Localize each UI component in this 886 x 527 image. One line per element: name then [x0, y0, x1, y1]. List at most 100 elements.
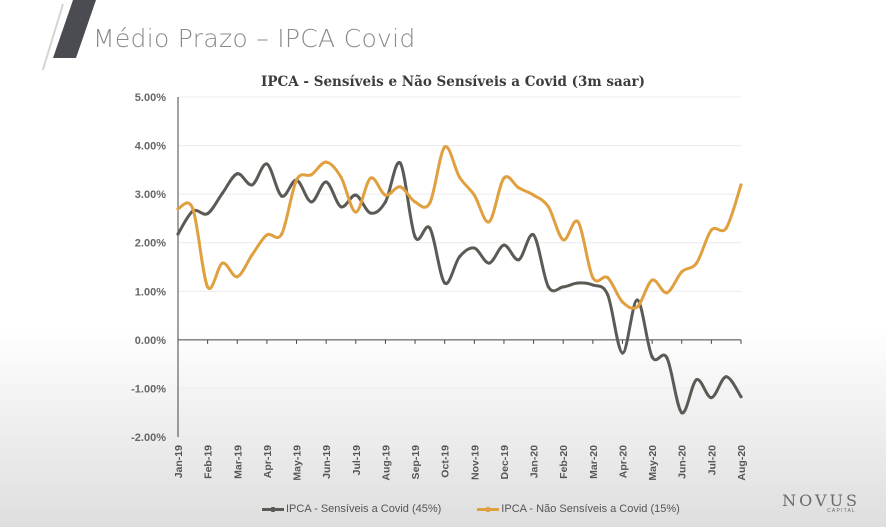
data-point-sensiveis [576, 281, 580, 285]
x-tick-label: Apr-20 [617, 445, 629, 478]
legend-item-sensiveis: IPCA - Sensíveis a Covid (45%) [262, 503, 441, 515]
data-point-nao-sensiveis [531, 193, 536, 197]
x-tick-label: Jun-20 [677, 445, 689, 479]
x-tick-label: Mar-19 [232, 445, 244, 479]
data-point-nao-sensiveis [739, 183, 743, 187]
x-tick-label: Aug-20 [736, 445, 748, 481]
series-line-sensiveis [176, 161, 743, 415]
data-point-sensiveis [265, 162, 269, 166]
data-point-sensiveis [206, 211, 210, 216]
data-point-sensiveis [369, 211, 373, 215]
slide-title: Médio Prazo – IPCA Covid [93, 24, 416, 53]
series-line-nao-sensiveis [176, 145, 743, 310]
data-point-nao-sensiveis [443, 145, 447, 149]
chart-title: IPCA - Sensíveis e Não Sensíveis a Covid… [261, 74, 645, 90]
x-tick-label: Jul-19 [351, 445, 363, 476]
y-tick-label: 0.00% [135, 335, 166, 347]
data-point-nao-sensiveis [680, 270, 684, 274]
x-tick-label: Sep-19 [410, 445, 422, 480]
data-point-nao-sensiveis [546, 205, 550, 209]
data-point-nao-sensiveis [487, 220, 491, 224]
data-point-nao-sensiveis [250, 253, 254, 257]
y-tick-label: -2.00% [131, 432, 166, 444]
x-tick-label: Apr-19 [262, 445, 274, 478]
data-point-sensiveis [457, 255, 462, 259]
legend-label-sensiveis: IPCA - Sensíveis a Covid (45%) [286, 503, 442, 515]
data-point-nao-sensiveis [635, 305, 639, 309]
y-tick-label: 4.00% [135, 141, 166, 153]
data-point-sensiveis [443, 281, 447, 285]
data-point-nao-sensiveis [265, 233, 269, 237]
data-point-nao-sensiveis [413, 200, 417, 204]
data-point-sensiveis [724, 375, 728, 379]
logo-sub-text: CAPITAL [827, 508, 856, 514]
x-tick-label: Dec-19 [499, 445, 511, 480]
data-point-nao-sensiveis [220, 261, 225, 265]
data-point-sensiveis [176, 232, 180, 236]
decorative-stripe [41, 0, 96, 70]
data-point-sensiveis [309, 200, 313, 204]
x-tick-label: Nov-19 [469, 445, 481, 480]
legend-swatch-nao-sensiveis [477, 506, 500, 512]
data-point-sensiveis [428, 226, 432, 230]
data-point-sensiveis [606, 293, 610, 297]
data-point-nao-sensiveis [309, 173, 313, 177]
data-point-nao-sensiveis [502, 176, 506, 180]
x-tick-label: Jun-19 [321, 445, 333, 479]
data-point-nao-sensiveis [339, 175, 343, 179]
data-point-sensiveis [635, 298, 639, 302]
x-tick-label: Jul-20 [706, 445, 718, 476]
data-point-nao-sensiveis [472, 193, 476, 197]
data-point-sensiveis [546, 285, 550, 289]
data-point-nao-sensiveis [235, 275, 239, 279]
legend-item-nao-sensiveis: IPCA - Não Sensíveis a Covid (15%) [477, 503, 680, 515]
data-point-sensiveis [280, 194, 284, 198]
data-point-sensiveis [665, 356, 669, 360]
data-point-sensiveis [561, 285, 565, 289]
data-point-sensiveis [354, 193, 358, 197]
x-tick-label: Aug-19 [380, 445, 392, 481]
data-point-nao-sensiveis [191, 207, 195, 211]
data-point-nao-sensiveis [694, 261, 699, 265]
x-tick-label: Jan-20 [529, 445, 541, 478]
data-point-sensiveis [220, 191, 225, 195]
data-point-nao-sensiveis [369, 176, 373, 180]
y-tick-label: 5.00% [135, 92, 166, 104]
data-point-nao-sensiveis [606, 276, 610, 280]
x-tick-label: Oct-19 [440, 445, 452, 478]
data-point-sensiveis [472, 246, 476, 250]
x-tick-label: Jan-19 [173, 445, 185, 478]
x-tick-label: Feb-20 [558, 445, 570, 479]
legend-label-nao-sensiveis: IPCA - Não Sensíveis a Covid (15%) [501, 503, 680, 515]
data-point-sensiveis [531, 233, 536, 237]
logo-main-text: NOVUS [782, 491, 860, 510]
data-point-nao-sensiveis [561, 238, 565, 242]
y-tick-label: 3.00% [135, 189, 166, 201]
data-point-sensiveis [709, 396, 713, 400]
data-point-nao-sensiveis [576, 220, 580, 224]
y-tick-label: 2.00% [135, 238, 166, 250]
data-point-nao-sensiveis [517, 186, 521, 190]
data-point-sensiveis [413, 235, 417, 239]
decorative-thin-line [41, 3, 64, 70]
x-tick-label: Feb-19 [203, 445, 215, 479]
data-point-nao-sensiveis [294, 178, 299, 182]
decorative-dark-bar [53, 0, 96, 58]
data-point-nao-sensiveis [591, 276, 595, 280]
data-point-nao-sensiveis [324, 160, 328, 164]
data-point-sensiveis [591, 283, 595, 287]
data-point-sensiveis [650, 355, 654, 359]
x-tick-label: May-19 [292, 445, 304, 481]
chart-legend: IPCA - Sensíveis a Covid (45%) IPCA - Nã… [262, 503, 680, 515]
y-tick-label: -1.00% [131, 383, 166, 395]
data-point-sensiveis [339, 205, 343, 209]
data-point-sensiveis [398, 161, 402, 165]
data-point-sensiveis [250, 183, 254, 187]
data-point-nao-sensiveis [724, 226, 728, 230]
data-point-nao-sensiveis [620, 300, 625, 304]
data-point-nao-sensiveis [398, 185, 402, 189]
data-point-nao-sensiveis [176, 207, 180, 211]
line-chart: 5.00% 4.00% 3.00% 2.00% 1.00% 0.00% -1.00% -2.0… [131, 92, 748, 481]
y-tick-label: 1.00% [135, 286, 166, 298]
data-point-nao-sensiveis [665, 291, 669, 295]
